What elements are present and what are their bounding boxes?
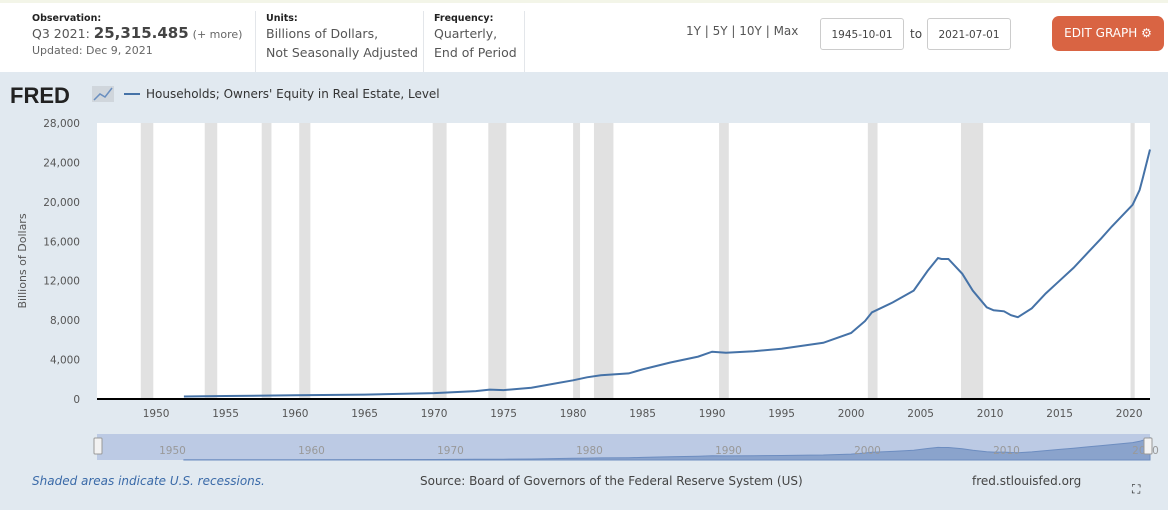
series-line bbox=[183, 149, 1151, 398]
recession-band bbox=[593, 123, 614, 399]
to-label: to bbox=[910, 27, 923, 41]
navigator-tick-label: 1970 bbox=[437, 445, 464, 457]
range-5y[interactable]: 5Y bbox=[712, 24, 728, 38]
x-tick-label: 1990 bbox=[699, 408, 726, 420]
recession-band bbox=[204, 123, 218, 399]
range-max[interactable]: Max bbox=[773, 24, 799, 38]
frequency-line1: Quarterly, bbox=[434, 26, 498, 41]
navigator-tick-label: 1980 bbox=[576, 445, 603, 457]
gear-icon: ⚙ bbox=[1141, 26, 1152, 40]
range-10y[interactable]: 10Y bbox=[739, 24, 762, 38]
fullscreen-icon[interactable]: ⛶ bbox=[1132, 482, 1141, 496]
start-date-input[interactable]: 1945-10-01 bbox=[820, 18, 904, 50]
fred-logo: FRED bbox=[10, 83, 70, 108]
frequency-label: Frequency: bbox=[434, 13, 494, 24]
navigator-tick-label: 1950 bbox=[159, 445, 186, 457]
y-tick-label: 4,000 bbox=[50, 355, 80, 367]
recession-band bbox=[1130, 123, 1135, 399]
recession-note[interactable]: Shaded areas indicate U.S. recessions. bbox=[32, 474, 265, 488]
y-tick-label: 20,000 bbox=[43, 197, 80, 209]
x-tick-label: 1985 bbox=[629, 408, 656, 420]
recession-band bbox=[488, 123, 507, 399]
observation-label: Observation: bbox=[32, 13, 102, 24]
y-tick-label: 12,000 bbox=[43, 276, 80, 288]
chart-panel: FRED Households; Owners' Equity in Real E… bbox=[0, 72, 1168, 510]
recession-band bbox=[261, 123, 272, 399]
recession-band bbox=[719, 123, 729, 399]
navigator-handle-right[interactable] bbox=[1143, 437, 1153, 455]
x-tick-label: 1995 bbox=[768, 408, 795, 420]
updated-date: Updated: Dec 9, 2021 bbox=[32, 44, 153, 57]
x-tick-label: 2015 bbox=[1046, 408, 1073, 420]
y-tick-label: 24,000 bbox=[43, 157, 80, 169]
chart-svg: FRED Households; Owners' Equity in Real E… bbox=[10, 83, 1159, 461]
edit-graph-button[interactable]: EDIT GRAPH ⚙ bbox=[1052, 16, 1164, 51]
range-selector: 1Y | 5Y | 10Y | Max bbox=[686, 24, 799, 38]
recession-band bbox=[140, 123, 154, 399]
units-line2: Not Seasonally Adjusted bbox=[266, 45, 418, 60]
navigator-series bbox=[183, 436, 1151, 461]
x-tick-label: 1970 bbox=[421, 408, 448, 420]
x-tick-label: 1955 bbox=[212, 408, 239, 420]
end-date-input[interactable]: 2021-07-01 bbox=[927, 18, 1011, 50]
fred-logo-chart-line bbox=[93, 87, 113, 101]
recession-band bbox=[573, 123, 581, 399]
observation-value: 25,315.485 bbox=[93, 24, 189, 42]
x-tick-label: 1960 bbox=[282, 408, 309, 420]
navigator-tick-label: 1990 bbox=[715, 445, 742, 457]
navigator-tick-label: 2000 bbox=[854, 445, 881, 457]
x-tick-label: 1975 bbox=[490, 408, 517, 420]
edit-graph-label: EDIT GRAPH bbox=[1064, 26, 1138, 40]
x-tick-label: 2000 bbox=[838, 408, 865, 420]
more-link[interactable]: (+ more) bbox=[192, 28, 243, 41]
x-tick-label: 1980 bbox=[560, 408, 587, 420]
observation-period: Q3 2021: bbox=[32, 26, 90, 41]
recession-band bbox=[299, 123, 311, 399]
recession-band bbox=[867, 123, 878, 399]
x-tick-label: 2005 bbox=[907, 408, 934, 420]
legend-label: Households; Owners' Equity in Real Estat… bbox=[146, 87, 440, 101]
units-line1: Billions of Dollars, bbox=[266, 26, 379, 41]
units-label: Units: bbox=[266, 13, 298, 24]
frequency-block: Frequency: Quarterly, End of Period bbox=[434, 11, 525, 75]
navigator-handle-left[interactable] bbox=[93, 437, 103, 455]
site-link[interactable]: fred.stlouisfed.org bbox=[972, 474, 1082, 488]
units-block: Units: Billions of Dollars, Not Seasonal… bbox=[266, 11, 424, 75]
frequency-line2: End of Period bbox=[434, 45, 517, 60]
y-tick-label: 8,000 bbox=[50, 315, 80, 327]
observation-block: Observation: Q3 2021: 25,315.485 (+ more… bbox=[32, 11, 256, 75]
y-tick-label: 0 bbox=[73, 394, 80, 406]
range-1y[interactable]: 1Y bbox=[686, 24, 701, 38]
x-tick-label: 2010 bbox=[977, 408, 1004, 420]
navigator-tick-label: 2010 bbox=[993, 445, 1020, 457]
x-tick-label: 1965 bbox=[351, 408, 378, 420]
navigator-tick-label: 1960 bbox=[298, 445, 325, 457]
source-text: Source: Board of Governors of the Federa… bbox=[420, 474, 803, 488]
recession-band bbox=[960, 123, 984, 399]
x-tick-label: 1950 bbox=[143, 408, 170, 420]
y-tick-label: 28,000 bbox=[43, 118, 80, 130]
plot-area bbox=[97, 123, 1150, 399]
y-axis-title: Billions of Dollars bbox=[16, 213, 29, 308]
y-tick-label: 16,000 bbox=[43, 236, 80, 248]
fred-logo-chart-icon bbox=[92, 86, 114, 102]
header: Observation: Q3 2021: 25,315.485 (+ more… bbox=[0, 0, 1168, 75]
x-tick-label: 2020 bbox=[1116, 408, 1143, 420]
recession-band bbox=[432, 123, 447, 399]
